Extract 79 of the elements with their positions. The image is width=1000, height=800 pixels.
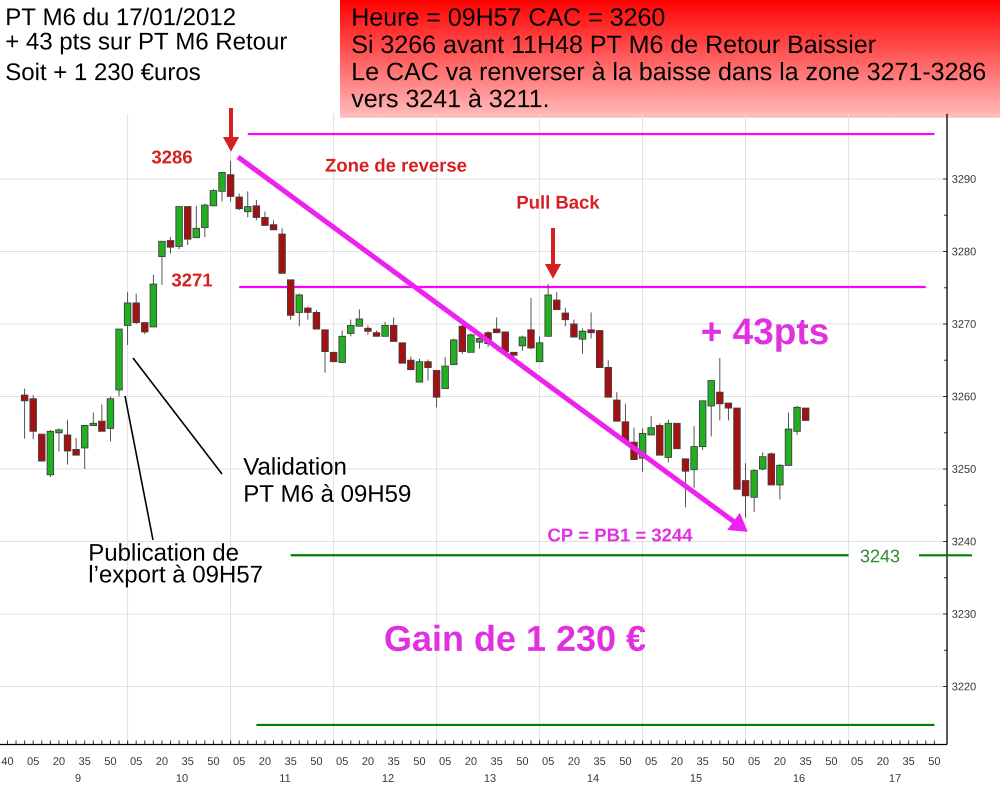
x-tick-label: 20: [156, 757, 168, 766]
text: 10: [176, 774, 188, 782]
x-tick-label: 35: [490, 757, 502, 766]
x-tick-label: 05: [439, 757, 451, 766]
y-tick-label: 3270: [952, 320, 976, 328]
candlestick: [321, 329, 329, 374]
candlestick: [562, 308, 570, 327]
text: 17: [890, 774, 901, 782]
x-tick-label: 05: [234, 757, 245, 766]
x-tick-label: 35: [800, 757, 812, 766]
text: 13: [484, 774, 496, 782]
x-tick-label: 50: [620, 757, 632, 766]
text: Heure = 09H57 CAC = 3260: [353, 8, 664, 26]
x-tick-label: 05: [748, 757, 760, 766]
y-tick-label: 3290: [952, 175, 976, 183]
annotation: l’export à 09H57: [90, 564, 262, 588]
x-tick-label: 20: [259, 757, 271, 766]
y-tick-label: 3260: [952, 392, 976, 400]
annotation: Zone de reverse: [326, 158, 466, 172]
candlestick: [613, 392, 621, 422]
x-tick-label: 20: [465, 757, 477, 766]
x-tick-label: 20: [774, 757, 786, 766]
x-tick-label: 20: [568, 757, 580, 766]
y-tick-label: 3240: [952, 538, 976, 546]
x-tick-label: 05: [130, 757, 142, 766]
annotation: PT M6 à 09H59: [245, 484, 410, 502]
text: 15: [690, 774, 702, 782]
text: 12: [382, 774, 394, 782]
x-tick-label: 35: [284, 757, 296, 766]
y-tick-label: 3250: [952, 465, 976, 473]
chart-title: PT M6 du 17/01/2012: [7, 8, 235, 26]
x-tick-label: 35: [78, 757, 90, 766]
x-tick-label: 50: [414, 757, 426, 766]
y-tick-label: 3230: [952, 610, 976, 618]
x-tick-label: 20: [877, 757, 889, 766]
x-tick-label: 05: [336, 757, 348, 766]
x-tick-label: 20: [53, 757, 65, 766]
x-tick-label: 50: [310, 757, 322, 766]
x-tick-label: 35: [594, 757, 606, 766]
text: 9: [75, 774, 81, 782]
annotation: Validation: [243, 457, 346, 475]
text: Le CAC va renverser à la baisse dans la zone 3271-3286: [353, 62, 986, 80]
text: vers 3241 à 3211.: [351, 88, 548, 108]
text: Soit + 1 230 €uros: [6, 62, 200, 80]
x-tick-label: 20: [671, 757, 683, 766]
chart-subtitle: + 43 pts sur PT M6 Retour: [6, 32, 287, 54]
annotation: 3286: [152, 150, 192, 164]
y-tick-label: 3220: [952, 682, 976, 690]
text: 14: [588, 774, 599, 782]
annotation: + 43pts: [702, 318, 828, 352]
x-tick-label: 35: [182, 757, 194, 766]
y-tick-label: 3280: [952, 248, 976, 256]
x-tick-label: 05: [28, 757, 39, 766]
annotation: CP = PB1 = 3244: [548, 528, 692, 542]
x-tick-label: 35: [388, 757, 400, 766]
x-tick-label: 05: [542, 757, 554, 766]
x-tick-label: 50: [826, 757, 838, 766]
annotation: Gain de 1 230 €: [385, 624, 646, 652]
text: 11: [280, 774, 290, 782]
x-tick-label: 50: [516, 757, 528, 766]
x-tick-label: 35: [696, 757, 708, 766]
text: 16: [794, 774, 805, 782]
annotation: Publication de: [90, 543, 238, 561]
annotation: 3271: [172, 273, 212, 287]
candlestick: [115, 328, 123, 397]
text: Si 3266 avant 11H48 PT M6 de Retour Baissier: [352, 34, 876, 54]
x-tick-label: 35: [902, 757, 914, 766]
annotation: Pull Back: [518, 195, 600, 209]
x-tick-label: 05: [851, 757, 863, 766]
annotation: 3243: [860, 550, 900, 562]
x-tick-label: 05: [645, 757, 657, 766]
candlestick: [278, 228, 286, 274]
candlestick: [364, 325, 372, 336]
x-tick-label: 20: [362, 757, 374, 766]
x-tick-label: 50: [104, 757, 116, 766]
x-tick-label: 50: [208, 757, 220, 766]
x-tick-label: 50: [928, 757, 940, 766]
x-tick-label: 50: [722, 757, 734, 766]
x-tick-label: 40: [2, 757, 14, 766]
